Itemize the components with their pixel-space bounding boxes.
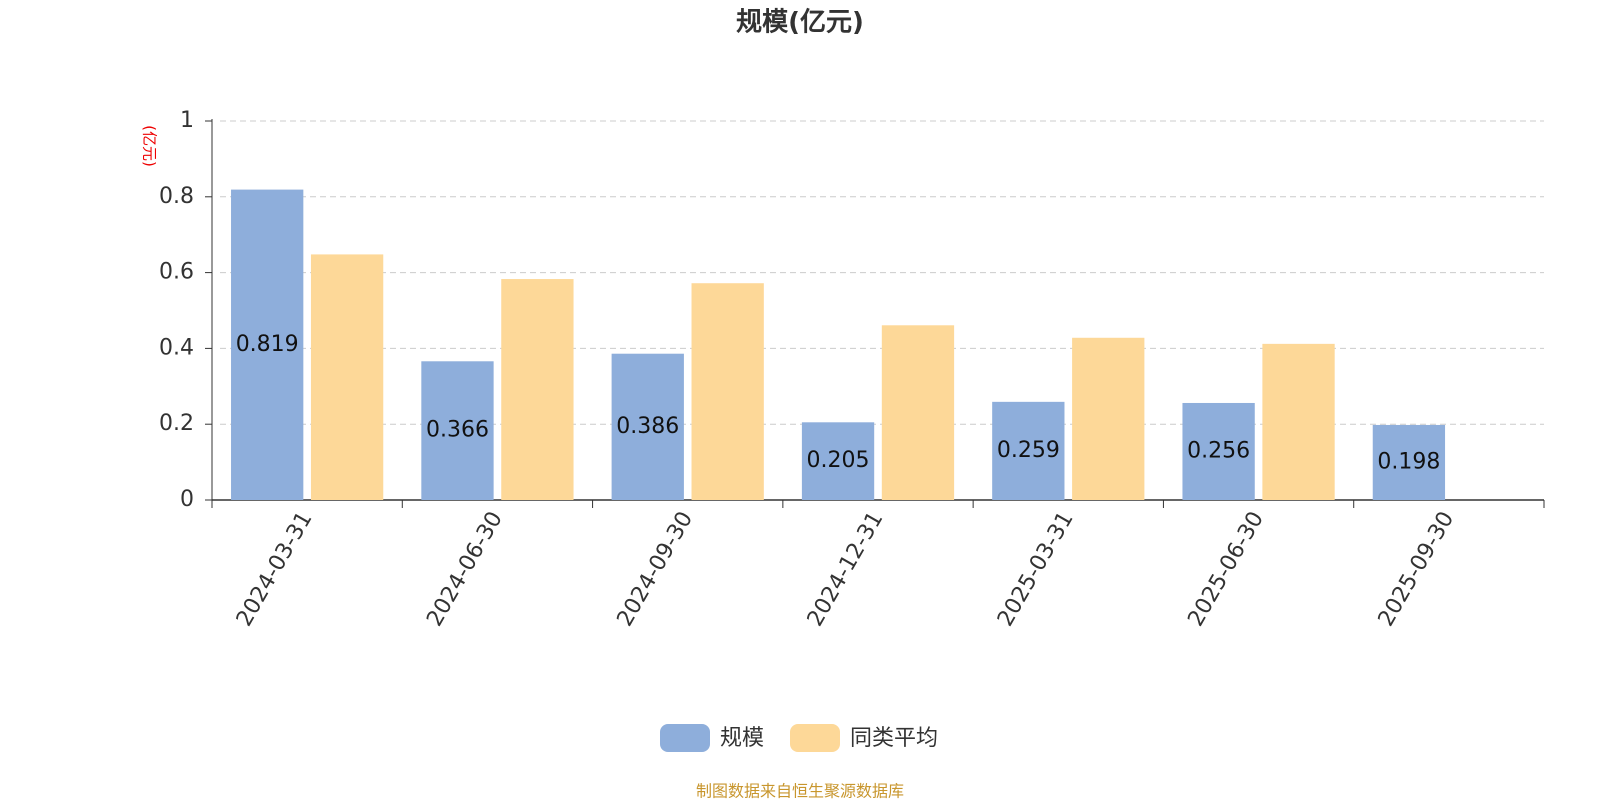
data-label: 0.205 bbox=[807, 448, 870, 473]
legend-label[interactable]: 规模 bbox=[720, 726, 764, 751]
x-tick-label: 2024-06-30 bbox=[422, 508, 508, 631]
chart-title: 规模(亿元) bbox=[736, 8, 864, 38]
bar bbox=[992, 401, 1065, 500]
x-tick-label: 2025-09-30 bbox=[1374, 508, 1460, 631]
y-tick-label: 0.8 bbox=[159, 184, 194, 209]
bar bbox=[1262, 343, 1335, 500]
data-label: 0.259 bbox=[997, 438, 1060, 463]
bar bbox=[1182, 402, 1255, 500]
bar bbox=[501, 279, 574, 500]
y-tick-label: 0 bbox=[180, 487, 194, 512]
bar bbox=[881, 325, 955, 500]
y-tick-label: 1 bbox=[180, 108, 194, 133]
legend-label[interactable]: 同类平均 bbox=[850, 726, 938, 751]
x-tick-label: 2024-12-31 bbox=[803, 508, 889, 631]
data-label: 0.366 bbox=[426, 418, 489, 443]
source-note: 制图数据来自恒生聚源数据库 bbox=[696, 782, 904, 800]
legend-swatch[interactable] bbox=[660, 724, 710, 752]
legend-swatch[interactable] bbox=[790, 724, 840, 752]
data-label: 0.819 bbox=[236, 332, 299, 357]
x-tick-label: 2024-09-30 bbox=[613, 508, 699, 631]
data-label: 0.198 bbox=[1377, 449, 1440, 474]
y-tick-label: 0.2 bbox=[159, 411, 194, 436]
data-label: 0.256 bbox=[1187, 438, 1250, 463]
x-tick-label: 2024-03-31 bbox=[232, 508, 318, 631]
x-tick-label: 2025-06-30 bbox=[1183, 508, 1269, 631]
x-tick-label: 2025-03-31 bbox=[993, 508, 1079, 631]
bar bbox=[231, 189, 304, 500]
bar bbox=[1372, 424, 1446, 500]
bar bbox=[1072, 337, 1145, 500]
data-label: 0.386 bbox=[616, 414, 679, 439]
y-tick-label: 0.4 bbox=[159, 335, 194, 360]
bar bbox=[310, 254, 384, 500]
y-axis-label: (亿元) bbox=[141, 125, 159, 167]
bar bbox=[611, 353, 684, 500]
bar bbox=[421, 361, 494, 500]
bar bbox=[801, 422, 875, 500]
y-tick-label: 0.6 bbox=[159, 260, 194, 285]
bar bbox=[691, 283, 764, 500]
